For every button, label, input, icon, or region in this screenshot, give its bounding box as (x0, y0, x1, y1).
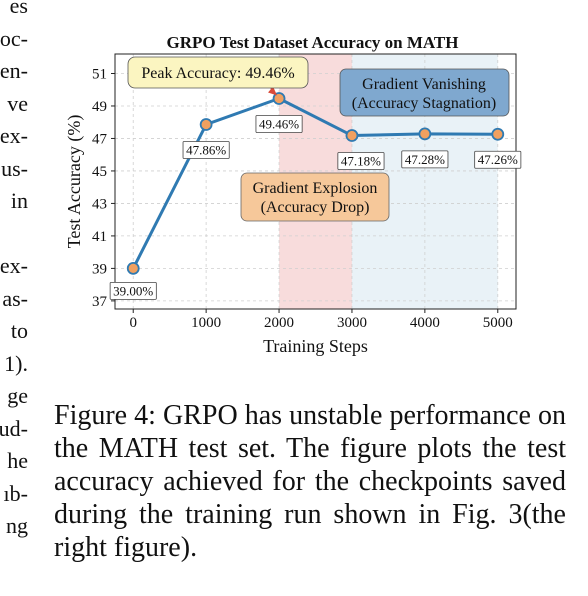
figure-caption: Figure 4: GRPO has unstable performance … (54, 400, 566, 563)
left-column-line: to (10, 318, 28, 343)
y-tick-label: 43 (92, 196, 107, 212)
y-tick-label: 39 (92, 261, 107, 277)
vanishing-callout-line: Gradient Vanishing (362, 76, 486, 93)
peak-arrowhead (268, 86, 278, 96)
left-column-line: ex- (0, 253, 28, 278)
left-column-line: en- (0, 58, 28, 83)
y-tick-label: 41 (92, 229, 107, 245)
y-tick-label: 37 (92, 294, 108, 310)
data-point (126, 261, 140, 275)
peak-callout-box (127, 56, 309, 89)
data-label: 47.28% (405, 152, 445, 167)
data-point (491, 127, 505, 141)
vanishing-callout-line: (Accuracy Stagnation) (352, 95, 496, 112)
x-tick-label: 0 (129, 315, 137, 331)
figure: 37 39 41 43 45 47 49 51 0 1000 2000 3000 4000 5000 GRP… (64, 33, 522, 356)
left-column-line: ud- (0, 415, 28, 441)
left-column-line: ex- (0, 123, 28, 148)
data-point (418, 127, 432, 141)
plot-frame (114, 53, 517, 310)
x-tick-label: 2000 (264, 315, 294, 331)
left-column-line: us- (1, 155, 28, 181)
accuracy-line-chart: 37 39 41 43 45 47 49 51 0 1000 2000 3000 4000 5000 GRP… (64, 33, 522, 356)
x-axis-label: Training Steps (263, 336, 368, 356)
x-tick-label: 1000 (191, 315, 221, 331)
y-tick-label: 51 (92, 66, 107, 82)
data-label: 47.86% (186, 142, 226, 157)
left-column-line: in (10, 188, 28, 213)
explosion-callout-line: (Accuracy Drop) (261, 199, 370, 216)
y-tick-label: 45 (92, 164, 107, 180)
data-point (345, 129, 359, 142)
chart-title: GRPO Test Dataset Accuracy on MATH (167, 33, 459, 52)
data-label-box (109, 281, 157, 300)
explosion-callout-line: Gradient Explosion (253, 180, 378, 197)
y-tick-label: 47 (92, 131, 108, 147)
y-axis-label: Test Accuracy (%) (64, 115, 85, 249)
left-column-line: ng (6, 513, 28, 538)
left-column-line: as- (2, 285, 28, 311)
x-tick-label: 5000 (483, 315, 513, 331)
data-point (199, 118, 213, 131)
left-column-line: es (9, 0, 28, 18)
left-column-line: ıb- (3, 480, 28, 506)
left-column-line: he (7, 448, 28, 473)
data-label-box (401, 150, 449, 169)
data-point (272, 92, 286, 105)
data-label: 49.46% (259, 117, 299, 132)
vanishing-callout-box (339, 68, 510, 117)
peak-callout-text: Peak Accuracy: 49.46% (141, 65, 294, 82)
x-tick-label: 3000 (337, 315, 367, 331)
data-label-box (474, 150, 522, 169)
data-label: 39.00% (113, 283, 153, 298)
left-column-text: es oc-en-ve ex-us-in ex-as-to 1). ge ud-he ıb-n… (0, 0, 30, 596)
data-label-box (255, 115, 303, 133)
data-label-box (337, 152, 385, 170)
data-label: 47.18% (341, 154, 381, 169)
left-column-line: ge (7, 383, 28, 408)
left-column-line: 1). (4, 350, 28, 376)
explosion-callout-box (240, 172, 390, 222)
left-column-line: ve (7, 90, 28, 116)
data-label-box (182, 141, 230, 159)
data-label: 47.26% (478, 152, 518, 167)
y-tick-label: 49 (92, 99, 107, 115)
left-column-line: oc- (0, 25, 28, 51)
x-tick-label: 4000 (410, 315, 440, 331)
